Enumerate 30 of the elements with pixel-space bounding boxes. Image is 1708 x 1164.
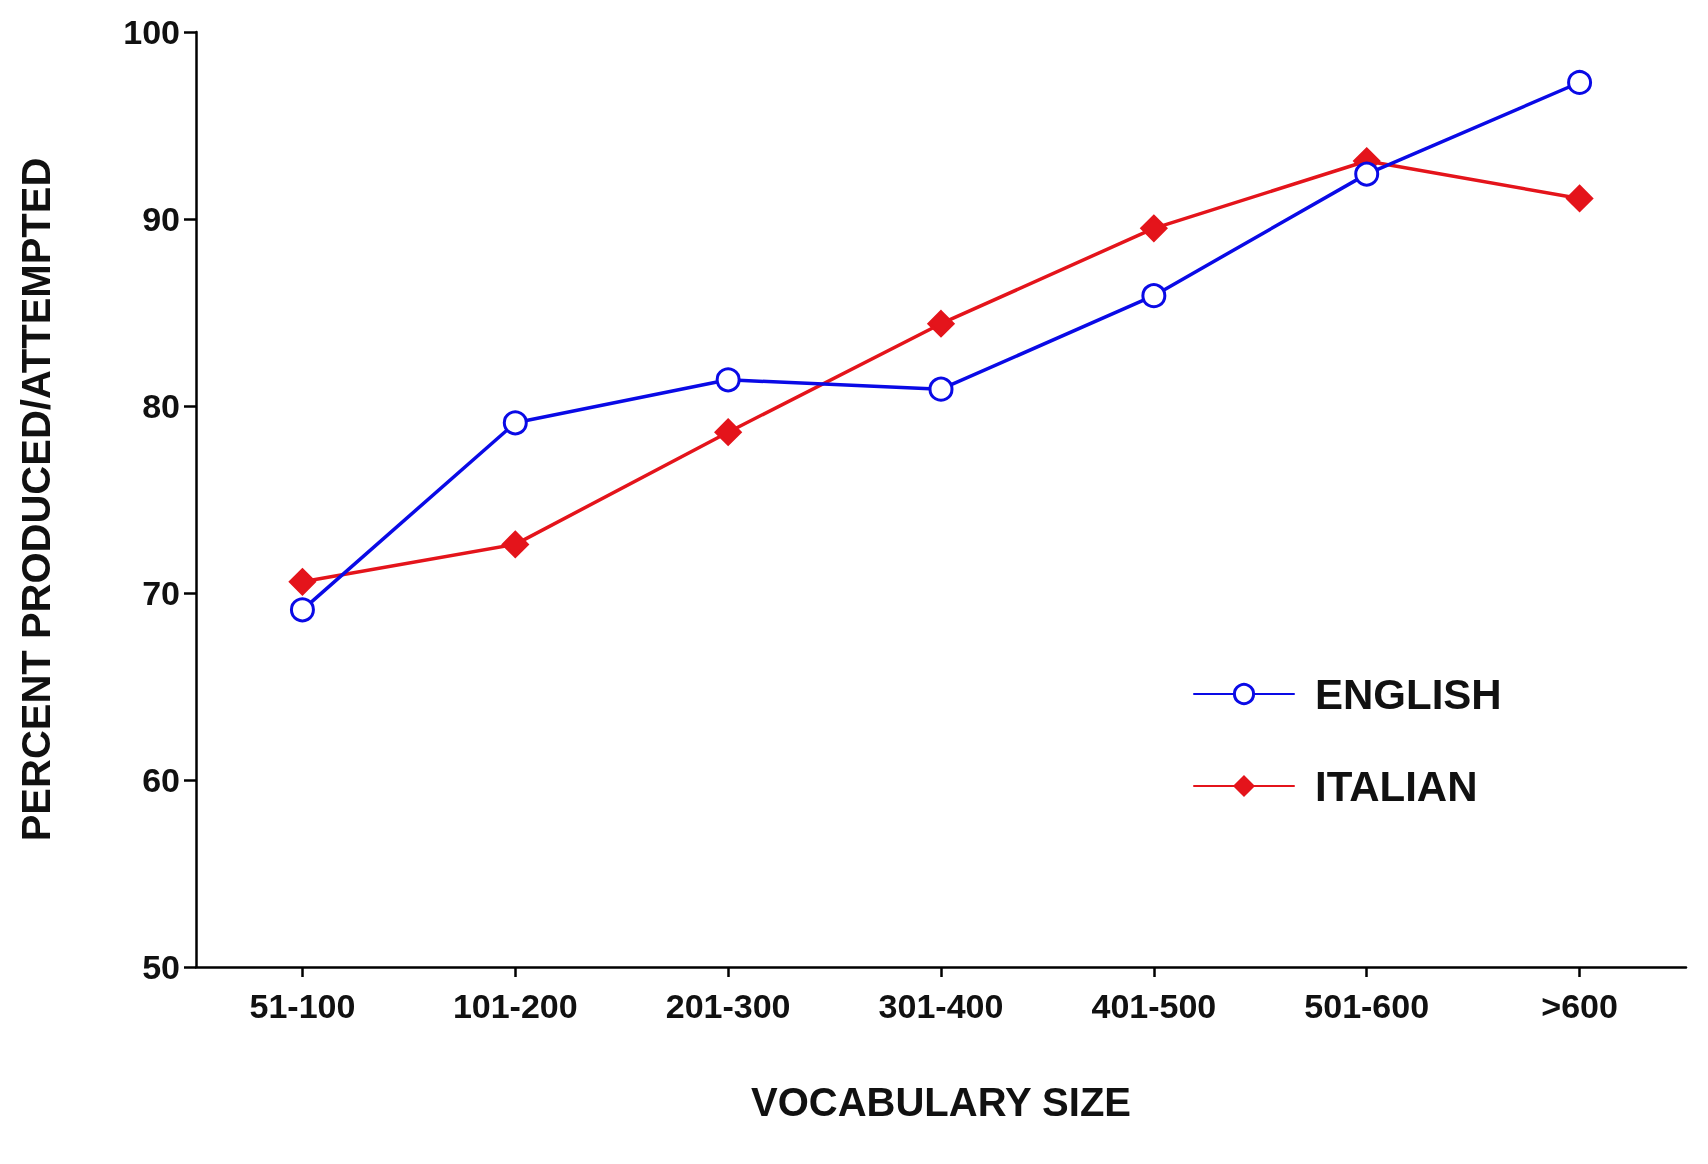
point — [289, 597, 315, 623]
y-tick-label: 90 — [142, 200, 180, 238]
point — [928, 376, 954, 402]
point — [1140, 214, 1168, 242]
point — [502, 410, 528, 436]
point — [714, 418, 742, 446]
point — [715, 367, 741, 393]
legend-label: ENGLISH — [1315, 670, 1502, 718]
legend-label: ITALIAN — [1315, 762, 1478, 810]
point — [1141, 283, 1167, 309]
y-tick-label: 70 — [142, 574, 180, 612]
point — [927, 310, 955, 338]
x-tick-label: 201-300 — [665, 987, 791, 1025]
y-axis-title: PERCENT PRODUCED/ATTEMPTED — [14, 157, 58, 842]
y-tick-label: 50 — [142, 948, 180, 986]
x-tick-label: 101-200 — [452, 987, 578, 1025]
x-axis-title: VOCABULARY SIZE — [750, 1080, 1132, 1124]
x-tick-label: 301-400 — [878, 987, 1004, 1025]
x-tick-label: >600 — [1541, 987, 1618, 1025]
x-tick-label: 401-500 — [1091, 987, 1217, 1025]
point — [1354, 161, 1380, 187]
y-tick-label: 100 — [123, 13, 180, 51]
x-tick-label: 501-600 — [1304, 987, 1430, 1025]
y-tick-label: 80 — [142, 387, 180, 425]
y-tick-label: 60 — [142, 761, 180, 799]
point — [288, 568, 316, 596]
point — [1566, 184, 1594, 212]
x-tick-label: 51-100 — [249, 987, 356, 1025]
point — [1567, 70, 1593, 95]
point — [501, 530, 529, 558]
